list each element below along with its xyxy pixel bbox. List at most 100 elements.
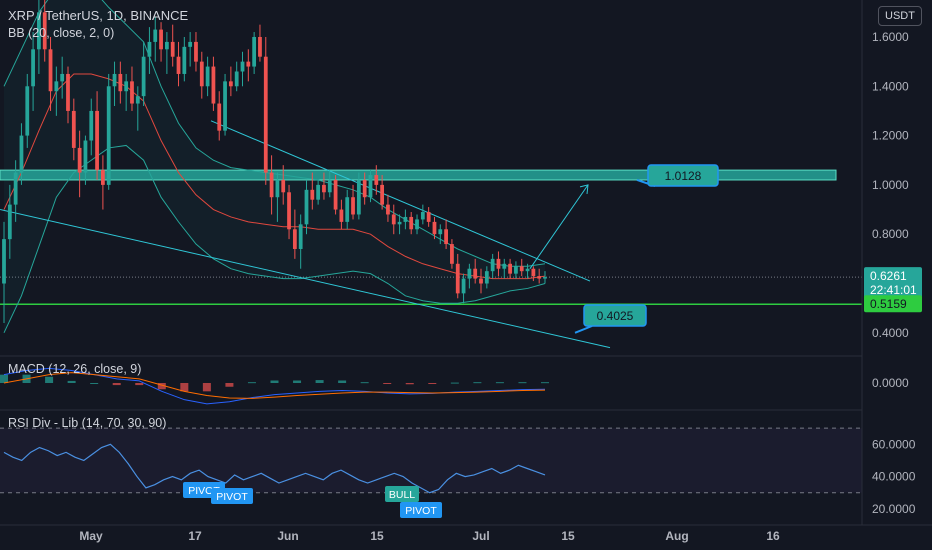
time-tick-label: Aug: [665, 529, 688, 543]
time-tick-label: Jul: [472, 529, 489, 543]
macd-histogram-bar: [428, 383, 437, 384]
macd-histogram-bar: [202, 383, 211, 392]
candle-body: [205, 66, 210, 87]
candle-body: [316, 184, 321, 200]
candle-body: [438, 229, 443, 235]
candle-body: [258, 36, 262, 57]
macd-histogram-bar: [315, 380, 324, 383]
macd-histogram-bar: [270, 380, 279, 383]
candle-body: [391, 214, 396, 225]
currency-button[interactable]: USDT: [878, 6, 922, 26]
candle-body: [240, 61, 245, 72]
macd-histogram-bar: [360, 382, 369, 384]
support-price-label: 0.5159: [870, 297, 907, 311]
macd-histogram-bar: [112, 383, 121, 386]
rsi-legend: RSI Div - Lib (14, 70, 30, 90): [8, 416, 167, 430]
rsi-marker-box: [385, 486, 419, 502]
macd-histogram-bar: [405, 383, 414, 385]
candle-body: [106, 86, 111, 185]
candle-body: [101, 170, 105, 185]
chart-title: XRP / TetherUS, 1D, BINANCE: [8, 8, 189, 23]
candle-body: [397, 221, 402, 225]
candle-body: [450, 244, 454, 264]
candle-body: [426, 212, 431, 222]
candle-body: [124, 81, 129, 92]
macd-histogram-bar: [67, 380, 76, 383]
candle-body: [217, 103, 222, 131]
bb-basis-line: [3, 73, 546, 280]
rsi-marker-label: PIVOT: [405, 505, 437, 517]
candle-body: [281, 179, 286, 193]
candle-body: [66, 73, 70, 111]
trendlines[interactable]: [0, 120, 611, 349]
callout-label-1: 1.0128: [665, 169, 702, 183]
candle-body: [141, 56, 146, 97]
macd-tick-label: 0.0000: [872, 376, 909, 390]
macd-histogram-bar: [45, 376, 54, 383]
candle-body: [31, 49, 35, 87]
candle-body: [246, 61, 251, 67]
candle-body: [112, 73, 117, 87]
candle-body: [263, 56, 268, 173]
macd-histogram-bar: [383, 383, 392, 384]
candle-body: [467, 268, 472, 279]
candle-body: [211, 66, 216, 104]
candle-body: [147, 41, 152, 57]
candle-body: [368, 175, 373, 198]
candle-body: [531, 268, 536, 277]
candle-body: [223, 81, 227, 131]
time-tick-label: May: [79, 529, 103, 543]
current-price-label: 0.6261: [870, 269, 907, 283]
bb-lower-line: [3, 144, 546, 334]
candle-body: [7, 204, 12, 240]
upper-trendline: [210, 120, 591, 282]
rsi-marker-label: BULL: [389, 489, 415, 501]
candle-body: [432, 221, 437, 235]
rsi-marker-label: PIVOT: [216, 491, 248, 503]
candle-body: [252, 36, 257, 67]
callout-label-2: 0.4025: [597, 309, 634, 323]
candle-body: [420, 212, 425, 220]
price-tick-label: 0.8000: [872, 227, 909, 241]
rsi-tick-label: 40.0000: [872, 470, 916, 484]
candle-body: [356, 179, 361, 215]
bb-fill: [4, 0, 545, 333]
candle-body: [275, 179, 280, 198]
candle-body: [89, 110, 94, 141]
resistance-zone[interactable]: [0, 169, 862, 305]
annotations[interactable]: 1.0128 0.4025: [574, 164, 719, 334]
macd-histogram-bar: [338, 380, 347, 383]
callout-box: [647, 164, 719, 187]
candle-body: [519, 266, 524, 272]
macd-histogram-bar: [0, 374, 8, 383]
price-tick-label: 1.2000: [872, 129, 909, 143]
candle-body: [339, 209, 344, 222]
bb-upper-line: [3, 0, 546, 267]
candle-body: [543, 277, 547, 279]
candle-body: [362, 179, 367, 198]
macd-histogram-bar: [293, 380, 302, 383]
rsi-tick-label: 20.0000: [872, 502, 916, 516]
candle-body: [48, 49, 53, 92]
candle-body: [496, 258, 501, 269]
candles: [2, 0, 547, 323]
rsi-line: [3, 443, 546, 494]
candle-body: [77, 147, 82, 173]
price-tick-label: 1.0000: [872, 178, 909, 192]
candle-body: [298, 224, 303, 249]
candle-body: [13, 172, 18, 205]
candle-body: [54, 81, 59, 92]
macd-histogram-bar: [541, 382, 549, 384]
candle-body: [25, 86, 30, 136]
candle-body: [19, 135, 24, 173]
candle-body: [514, 266, 518, 274]
candle-body: [374, 175, 379, 185]
candle-body: [502, 263, 507, 269]
candle-body: [461, 278, 466, 294]
grid: [0, 355, 862, 411]
candle-body: [176, 56, 181, 74]
